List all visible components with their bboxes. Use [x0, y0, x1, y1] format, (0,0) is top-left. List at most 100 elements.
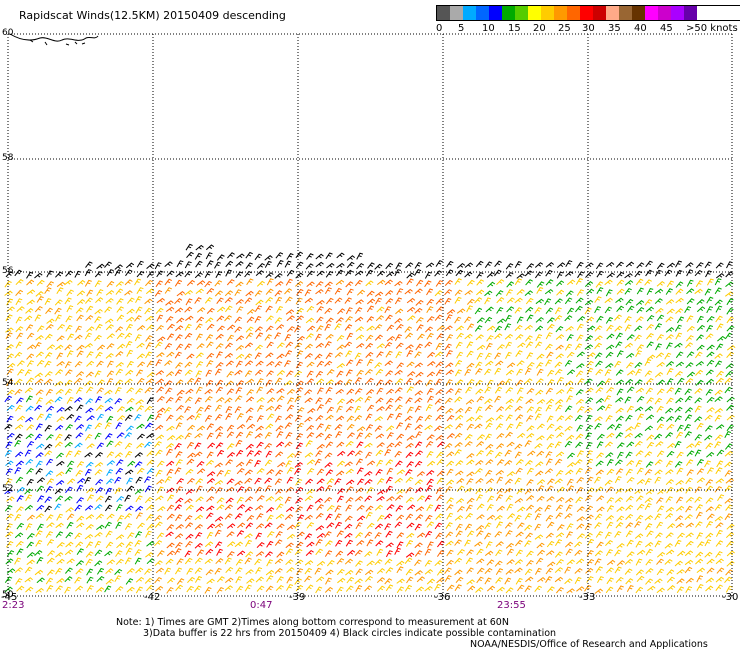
wind-barb	[334, 505, 342, 513]
wind-barb	[587, 538, 595, 546]
wind-barb	[226, 279, 235, 286]
wind-barb	[105, 530, 113, 538]
wind-barb	[346, 423, 355, 431]
wind-barb	[586, 288, 595, 295]
wind-barb	[534, 513, 542, 521]
wind-barb	[206, 360, 214, 367]
wind-barb	[424, 559, 432, 567]
wind-barb	[504, 449, 512, 457]
wind-barb	[646, 397, 654, 404]
wind-barb	[414, 570, 423, 576]
wind-barb	[366, 358, 374, 367]
wind-barb	[674, 441, 682, 448]
wind-barb	[475, 406, 483, 414]
wind-barb	[505, 530, 513, 537]
wind-barb	[394, 318, 403, 324]
wind-barb	[374, 324, 383, 331]
wind-barb	[266, 559, 274, 567]
wind-barb	[46, 318, 55, 324]
wind-barb	[616, 279, 625, 286]
wind-barb	[285, 542, 294, 549]
wind-barb	[516, 273, 525, 279]
longitude-labels: -45 -42 -39 -36 -33 -30	[1, 592, 738, 603]
wind-barb	[436, 325, 445, 332]
wind-barb	[306, 370, 314, 378]
wind-barb	[234, 480, 243, 486]
wind-barb	[274, 317, 283, 324]
wind-barb	[254, 316, 262, 324]
wind-barb	[496, 279, 505, 286]
wind-barb	[55, 344, 64, 351]
wind-barb	[315, 370, 324, 378]
wind-barb	[115, 504, 123, 512]
wind-barb	[325, 317, 334, 324]
wind-barb	[406, 278, 414, 286]
wind-barb	[386, 425, 395, 432]
wind-barb	[36, 325, 45, 332]
wind-barb	[214, 522, 224, 529]
wind-barb	[494, 269, 502, 277]
wind-barb	[14, 567, 23, 573]
wind-barb	[506, 362, 516, 368]
wind-barb	[354, 279, 363, 287]
wind-barb	[585, 514, 594, 520]
wind-barb	[105, 352, 114, 359]
wind-barb	[594, 513, 603, 521]
wind-barb	[205, 459, 214, 466]
wind-barb	[56, 406, 65, 413]
wind-barb	[337, 488, 345, 495]
wind-barb	[114, 441, 123, 448]
wind-barb	[545, 343, 553, 351]
wind-barb	[294, 548, 303, 556]
wind-barb	[545, 458, 553, 466]
wind-barb	[56, 416, 65, 423]
wind-barb	[716, 343, 724, 351]
wind-barb	[164, 567, 172, 575]
wind-barb	[724, 386, 733, 394]
wind-barb	[236, 412, 244, 420]
wind-barb	[654, 578, 663, 584]
wind-barb	[6, 415, 14, 423]
wind-barb	[236, 530, 245, 537]
wind-barb	[466, 478, 474, 485]
wind-barb	[626, 334, 635, 341]
wind-barb	[654, 397, 663, 405]
wind-barb	[576, 506, 585, 513]
wind-barb	[725, 569, 734, 576]
wind-barb	[434, 314, 443, 321]
wind-barb	[154, 441, 162, 448]
wind-barb	[535, 461, 544, 467]
wind-barb	[294, 521, 302, 529]
wind-barb	[75, 432, 84, 439]
wind-barb	[414, 559, 422, 566]
wind-barb	[455, 460, 464, 467]
wind-barb	[96, 289, 104, 296]
wind-barb	[46, 281, 54, 288]
wind-barb	[434, 425, 443, 432]
wind-barb	[224, 577, 234, 583]
wind-barb	[585, 397, 594, 404]
wind-barb	[264, 431, 272, 439]
wind-barb	[385, 388, 395, 395]
wind-barb	[515, 414, 524, 421]
wind-barb	[336, 262, 345, 269]
wind-barb	[636, 503, 645, 511]
wind-barb	[226, 334, 235, 342]
wind-barb	[125, 340, 133, 349]
wind-barb	[55, 314, 62, 322]
wind-barb	[514, 324, 523, 332]
wind-barb	[435, 378, 443, 386]
wind-barb	[445, 362, 454, 368]
wind-barb	[355, 326, 364, 332]
wind-barb	[334, 478, 342, 485]
wind-barb	[704, 551, 713, 558]
wind-barb	[505, 568, 514, 575]
wind-barb	[656, 334, 664, 341]
wind-barb	[674, 342, 683, 349]
wind-barb	[296, 568, 304, 575]
wind-barb	[725, 281, 734, 287]
wind-barb	[546, 521, 555, 529]
wind-barb	[235, 449, 244, 457]
wind-barb	[524, 290, 533, 296]
wind-barb	[696, 315, 704, 323]
